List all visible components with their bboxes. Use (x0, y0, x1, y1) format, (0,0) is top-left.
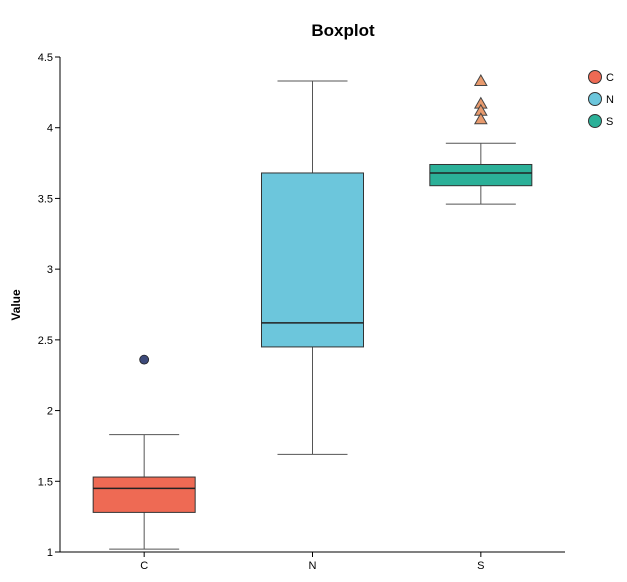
legend-label: N (606, 94, 614, 106)
x-tick-label: C (140, 560, 148, 572)
y-tick-label: 1 (47, 547, 53, 559)
y-tick-label: 3.5 (38, 193, 53, 205)
box-iqr (429, 163, 533, 187)
chart-title: Boxplot (311, 21, 375, 40)
legend: CNS (588, 70, 614, 128)
y-tick-label: 3 (47, 264, 53, 276)
box-iqr (261, 172, 364, 348)
box-group-c (92, 354, 196, 550)
outlier-point (473, 74, 488, 87)
x-tick-label: N (309, 560, 317, 572)
legend-item-s: S (588, 114, 613, 128)
y-tick-label: 1.5 (38, 476, 53, 488)
legend-swatch (588, 70, 602, 84)
legend-label: C (606, 72, 614, 84)
legend-item-c: C (588, 70, 614, 84)
legend-swatch (588, 92, 602, 106)
outlier-point (139, 354, 150, 365)
y-tick-label: 2 (47, 406, 53, 418)
y-tick-label: 4.5 (38, 52, 53, 64)
axes: 1 1.5 2 2.5 3 3.5 4 4.5 C N S (38, 52, 565, 572)
legend-label: S (606, 116, 613, 128)
box-group-n (261, 80, 364, 455)
y-tick-label: 2.5 (38, 335, 53, 347)
box-iqr (92, 476, 196, 513)
legend-swatch (588, 114, 602, 128)
box-group-s (429, 74, 533, 205)
outlier-point (473, 112, 488, 125)
x-tick-label: S (477, 560, 484, 572)
y-axis-label: Value (9, 289, 23, 321)
legend-item-n: N (588, 92, 614, 106)
boxes (92, 74, 533, 550)
y-tick-label: 4 (47, 123, 53, 135)
